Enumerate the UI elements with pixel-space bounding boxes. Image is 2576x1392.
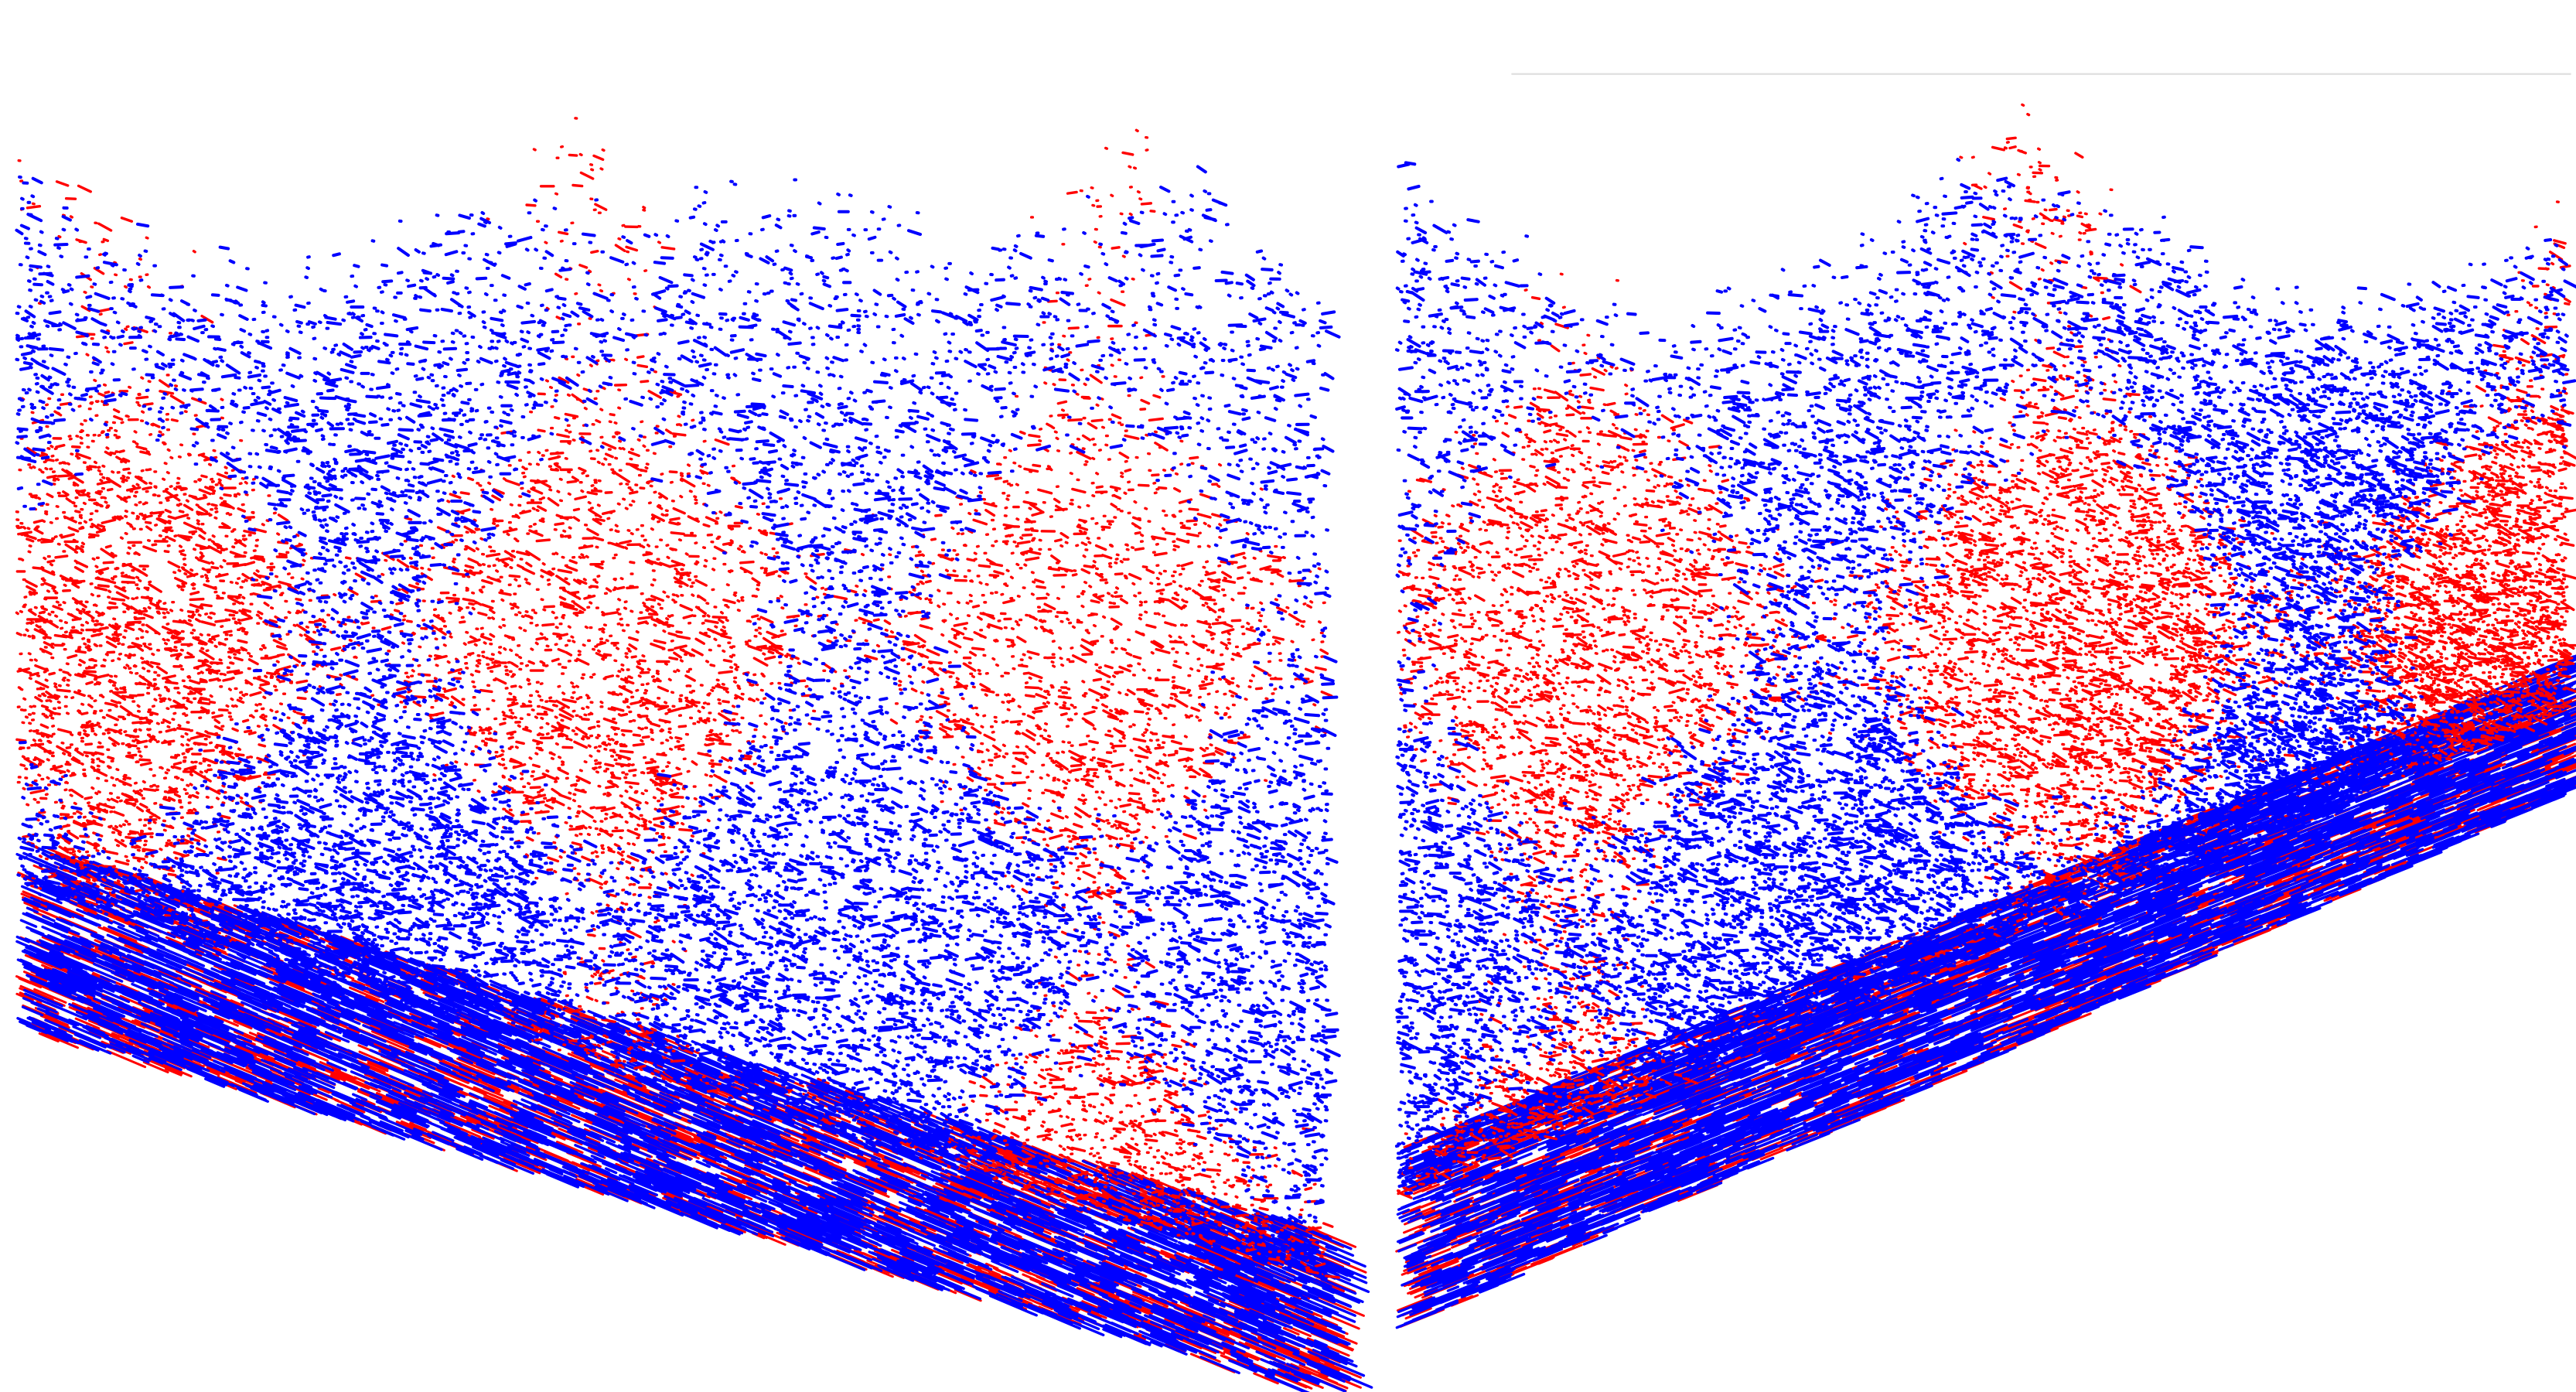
blue-points	[15, 165, 1341, 1275]
right-point-cloud	[1394, 103, 2576, 1329]
left-point-cloud	[15, 117, 1373, 1392]
blue-points	[1394, 158, 2576, 1196]
